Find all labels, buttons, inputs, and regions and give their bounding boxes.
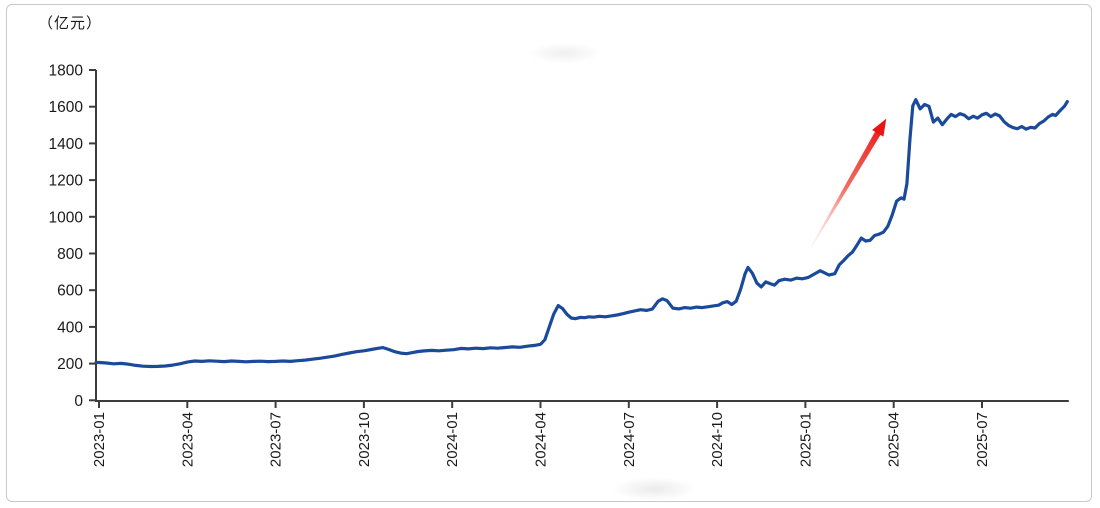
chart-card-border: [6, 4, 1092, 502]
y-axis-tick-label: 200: [57, 356, 83, 373]
y-axis-tick-label: 1200: [49, 173, 84, 190]
x-axis-tick-label: 2024-07: [621, 412, 638, 467]
x-axis-tick-label: 2025-01: [797, 412, 814, 467]
y-axis-tick-label: 600: [57, 283, 83, 300]
x-axis-tick-label: 2023-04: [179, 412, 196, 467]
data-series-line: [94, 98, 1069, 369]
y-axis-tick-label: 1600: [49, 99, 84, 116]
y-axis-tick-label: 1000: [49, 209, 84, 226]
x-axis-tick-label: 2023-07: [268, 412, 285, 467]
x-axis-tick-label: 2023-10: [356, 412, 373, 467]
y-axis-tick-label: 1400: [49, 136, 84, 153]
x-axis-tick-label: 2025-04: [886, 412, 903, 467]
y-axis-unit-label: （亿元）: [38, 15, 103, 32]
y-axis-tick-label: 400: [57, 319, 83, 336]
x-axis-tick-label: 2024-01: [444, 412, 461, 467]
y-axis-tick-label: 1800: [49, 63, 84, 80]
x-axis-tick-label: 2025-07: [974, 412, 991, 467]
trend-arrow-body: [810, 130, 882, 248]
x-axis-tick-label: 2024-10: [709, 412, 726, 467]
y-axis-tick-label: 0: [74, 393, 83, 410]
y-axis-tick-label: 800: [57, 246, 83, 263]
trend-arrow-head-icon: [872, 118, 887, 137]
x-axis-tick-label: 2023-01: [91, 412, 108, 467]
x-axis-tick-label: 2024-04: [532, 412, 549, 467]
